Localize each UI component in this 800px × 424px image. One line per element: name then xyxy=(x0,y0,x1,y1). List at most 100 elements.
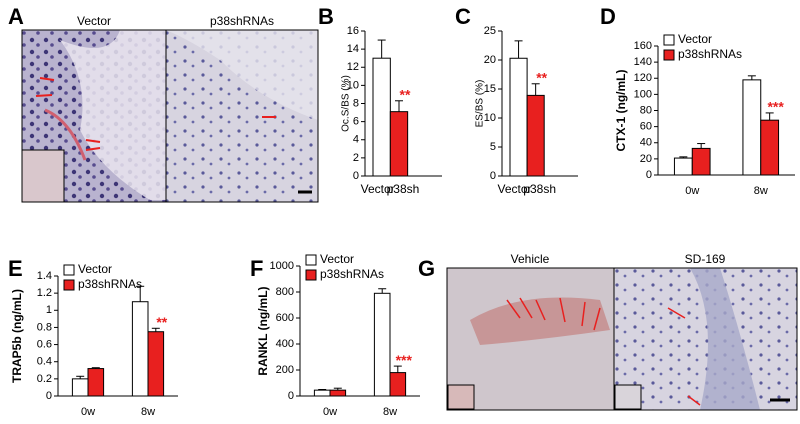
panel-label: C xyxy=(455,4,471,29)
bar xyxy=(147,331,165,397)
bar xyxy=(673,157,693,176)
legend-swatch xyxy=(305,254,317,266)
y-tick-label: 0 xyxy=(353,170,359,182)
legend-swatch xyxy=(63,279,75,291)
y-tick-label: 10 xyxy=(484,112,496,124)
panel-label: B xyxy=(318,4,334,29)
y-axis-label: CTX-1 (ng/mL) xyxy=(614,70,628,152)
y-tick-label: 0 xyxy=(288,390,294,402)
bar xyxy=(71,378,89,397)
y-tick-label: 140 xyxy=(634,56,652,68)
y-tick-label: 400 xyxy=(276,338,294,350)
bar xyxy=(87,368,105,397)
x-tick-label: 8w xyxy=(383,406,397,418)
legend-label: p38shRNAs xyxy=(320,267,384,281)
significance: ** xyxy=(156,314,167,330)
legend-swatch xyxy=(305,269,317,281)
y-tick-label: 1.4 xyxy=(37,270,52,282)
legend-label: Vector xyxy=(678,32,712,46)
y-tick-label: 600 xyxy=(276,312,294,324)
x-tick-label: 0w xyxy=(685,185,699,197)
y-tick-label: 0 xyxy=(490,170,496,182)
bar xyxy=(526,94,545,177)
x-tick-label: 0w xyxy=(81,406,95,418)
y-tick-label: 800 xyxy=(276,286,294,298)
y-tick-label: 25 xyxy=(484,25,496,37)
legend-label: Vector xyxy=(320,252,354,266)
panel-label: G xyxy=(418,256,435,281)
y-tick-label: 80 xyxy=(640,104,652,116)
y-tick-label: 14 xyxy=(347,43,359,55)
legend-swatch xyxy=(63,264,75,276)
legend-swatch xyxy=(663,49,675,61)
histology-image xyxy=(21,29,319,203)
bar xyxy=(509,57,528,177)
legend-label: p38shRNAs xyxy=(678,47,742,61)
y-tick-label: 100 xyxy=(634,88,652,100)
legend-label: p38shRNAs xyxy=(78,277,142,291)
bar xyxy=(389,372,407,397)
x-tick-label: Vector xyxy=(361,182,395,196)
y-tick-label: 15 xyxy=(484,83,496,95)
y-tick-label: 1000 xyxy=(270,260,294,272)
bar xyxy=(742,79,762,176)
y-tick-label: 40 xyxy=(640,137,652,149)
significance: *** xyxy=(396,352,413,368)
y-tick-label: 16 xyxy=(347,25,359,37)
bar xyxy=(131,301,149,397)
bar xyxy=(372,57,391,177)
y-axis-label: TRAP5b (ng/mL) xyxy=(10,289,24,383)
legend-label: Vector xyxy=(78,262,112,276)
histology-image xyxy=(446,267,798,411)
y-tick-label: 4 xyxy=(353,134,359,146)
y-tick-label: 1.2 xyxy=(37,287,52,299)
y-tick-label: 5 xyxy=(490,141,496,153)
bar xyxy=(373,292,391,397)
y-tick-label: 1 xyxy=(46,304,52,316)
panel-label: D xyxy=(600,4,616,29)
image-caption: Vehicle xyxy=(511,252,550,266)
y-tick-label: 6 xyxy=(353,116,359,128)
x-tick-label: 8w xyxy=(141,406,155,418)
y-tick-label: 8 xyxy=(353,97,359,109)
y-tick-label: 60 xyxy=(640,121,652,133)
y-tick-label: 20 xyxy=(640,153,652,165)
significance: ** xyxy=(400,86,411,102)
bar xyxy=(760,119,780,176)
x-tick-label: Vector xyxy=(498,182,532,196)
y-tick-label: 20 xyxy=(484,54,496,66)
y-tick-label: 200 xyxy=(276,364,294,376)
y-tick-label: 0.2 xyxy=(37,373,52,385)
panel-label: F xyxy=(250,256,263,281)
bar xyxy=(329,389,347,397)
y-tick-label: 0 xyxy=(46,390,52,402)
y-tick-label: 10 xyxy=(347,79,359,91)
y-tick-label: 0.8 xyxy=(37,321,52,333)
image-caption: Vector xyxy=(77,14,111,28)
image-caption: p38shRNAs xyxy=(210,14,274,28)
significance: ** xyxy=(536,69,547,85)
legend-swatch xyxy=(663,34,675,46)
y-tick-label: 12 xyxy=(347,61,359,73)
y-axis-label: Oc.S/BS (%) xyxy=(341,75,352,132)
y-axis-label: ES/BS (%) xyxy=(475,80,486,128)
bar xyxy=(313,389,331,397)
significance: *** xyxy=(767,99,784,115)
x-tick-label: p38sh xyxy=(387,182,420,196)
y-axis-label: RANKL (ng/mL) xyxy=(256,286,270,375)
y-tick-label: 0.4 xyxy=(37,356,52,368)
bar xyxy=(389,111,409,177)
x-tick-label: 8w xyxy=(754,185,768,197)
y-tick-label: 160 xyxy=(634,40,652,52)
x-tick-label: p38sh xyxy=(523,182,556,196)
panel-label: E xyxy=(8,256,23,281)
panel-label: A xyxy=(8,4,24,29)
x-tick-label: 0w xyxy=(323,406,337,418)
y-tick-label: 2 xyxy=(353,152,359,164)
bar xyxy=(691,147,711,176)
y-tick-label: 120 xyxy=(634,72,652,84)
image-caption: SD-169 xyxy=(685,252,726,266)
y-tick-label: 0 xyxy=(646,169,652,181)
y-tick-label: 0.6 xyxy=(37,338,52,350)
